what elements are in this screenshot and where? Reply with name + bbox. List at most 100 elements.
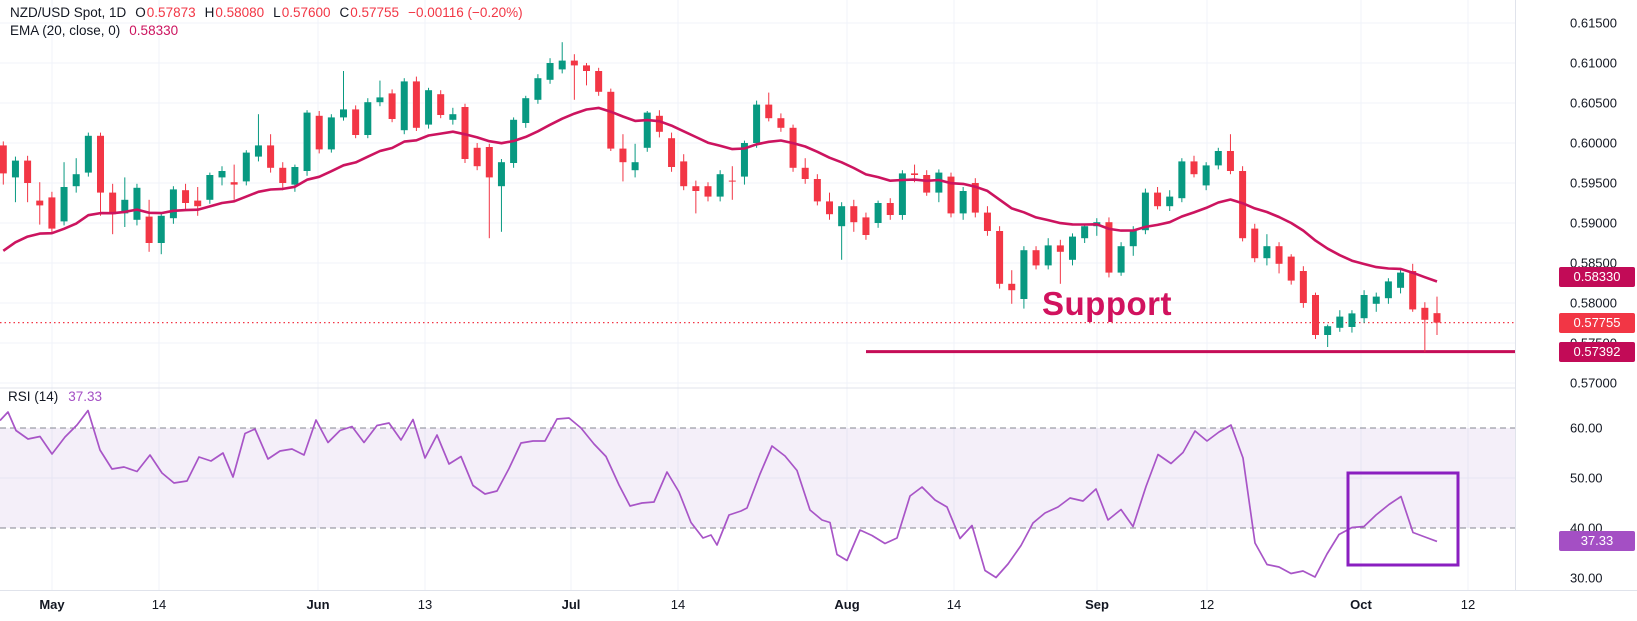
time-tick-label: 14: [151, 597, 167, 612]
candle-body: [279, 167, 287, 183]
price-tick-label: 0.61500: [1570, 15, 1617, 31]
candle-body: [0, 145, 7, 174]
candle-body: [704, 186, 712, 197]
ema-value: 0.58330: [129, 23, 179, 38]
candle-body: [1226, 151, 1234, 171]
candle-body: [1178, 161, 1186, 199]
candle-body: [1384, 281, 1392, 299]
candle-body: [1129, 230, 1137, 247]
candle-body: [1202, 165, 1210, 186]
candle-body: [923, 175, 931, 193]
candle-body: [874, 203, 882, 223]
low-value: 0.57600: [281, 5, 331, 20]
candle-body: [838, 206, 846, 227]
candle-body: [1397, 272, 1405, 288]
candle-body: [303, 112, 311, 171]
candle-body: [425, 90, 433, 125]
time-tick-label: 12: [1460, 597, 1476, 612]
candle-body: [1214, 151, 1222, 166]
candle-body: [1372, 296, 1380, 304]
candle-body: [157, 215, 165, 243]
symbol-legend[interactable]: NZD/USD Spot, 1D O 0.57873 H 0.58080 L 0.57…: [10, 5, 523, 20]
candlestick-series: [0, 42, 1441, 352]
candle-body: [84, 135, 92, 173]
candle-body: [570, 60, 578, 66]
candle-body: [254, 145, 262, 157]
candle-body: [777, 118, 785, 128]
ema-price-badge: 0.58330: [1559, 266, 1635, 287]
price-axis[interactable]: [1515, 0, 1637, 621]
price-tick-label: 0.60500: [1570, 95, 1617, 111]
candle-body: [607, 91, 615, 149]
low-pair: L 0.57600: [273, 5, 330, 20]
ema-legend[interactable]: EMA (20, close, 0) 0.58330: [10, 23, 178, 38]
candle-body: [862, 217, 870, 235]
support-annotation-label[interactable]: Support: [1042, 285, 1172, 322]
price-tick-label: 0.58000: [1570, 295, 1617, 311]
ema-line: [2, 106, 1438, 283]
high-label: H: [204, 5, 215, 20]
candle-body: [546, 63, 554, 80]
candle-body: [959, 191, 967, 214]
candle-body: [1008, 283, 1016, 291]
open-value: 0.57873: [146, 5, 196, 20]
time-tick-label: 13: [417, 597, 433, 612]
candle-body: [1324, 326, 1332, 335]
candle-body: [583, 65, 590, 71]
rsi-legend[interactable]: RSI (14) 37.33: [8, 389, 102, 404]
rsi-value: 37.33: [68, 389, 103, 404]
candle-body: [388, 93, 396, 119]
candle-body: [449, 114, 457, 120]
candle-body: [1287, 256, 1295, 281]
candle-body: [558, 60, 566, 70]
candle-body: [765, 104, 773, 119]
candle-body: [996, 231, 1004, 284]
close-value: 0.57755: [350, 5, 400, 20]
candle-body: [728, 180, 736, 182]
candle-body: [400, 81, 408, 131]
open-label: O: [135, 5, 146, 20]
ema-label[interactable]: EMA (20, close, 0): [10, 23, 121, 38]
candle-body: [947, 176, 955, 214]
candle-body: [327, 117, 335, 150]
candle-body: [1032, 250, 1040, 266]
candle-body: [121, 199, 129, 214]
symbol-title[interactable]: NZD/USD Spot, 1D: [10, 5, 127, 20]
open-pair: O 0.57873: [135, 5, 195, 20]
time-tick-label: Aug: [834, 597, 860, 612]
high-value: 0.58080: [215, 5, 265, 20]
time-tick-label: 12: [1199, 597, 1215, 612]
candle-body: [1117, 246, 1125, 273]
rsi-label[interactable]: RSI (14): [8, 389, 59, 404]
candle-body: [1336, 316, 1344, 328]
candle-body: [352, 109, 360, 135]
candle-body: [911, 173, 919, 175]
candle-body: [801, 167, 809, 179]
candle-body: [36, 200, 44, 206]
candle-body: [1433, 313, 1441, 323]
candle-body: [242, 152, 250, 182]
candle-body: [1312, 295, 1319, 335]
time-axis[interactable]: [0, 590, 1637, 621]
candle-body: [267, 145, 275, 168]
candle-body: [1105, 222, 1113, 273]
time-tick-label: Jun: [306, 597, 330, 612]
candle-body: [813, 179, 821, 202]
candle-body: [668, 138, 676, 167]
candle-body: [473, 147, 481, 167]
candle-body: [643, 112, 651, 148]
candle-body: [376, 97, 384, 103]
candle-body: [680, 161, 688, 187]
candle-body: [364, 102, 372, 135]
price-tick-label: 0.59500: [1570, 175, 1617, 191]
candle-body: [133, 187, 141, 220]
candle-body: [1069, 236, 1076, 260]
candle-body: [1348, 313, 1356, 327]
rsi-tick-label: 60.00: [1570, 420, 1603, 436]
candle-body: [1360, 295, 1368, 319]
rsi-band: [0, 428, 1515, 528]
time-tick-label: 14: [670, 597, 686, 612]
rsi-annotation-rectangle[interactable]: [1346, 471, 1460, 567]
